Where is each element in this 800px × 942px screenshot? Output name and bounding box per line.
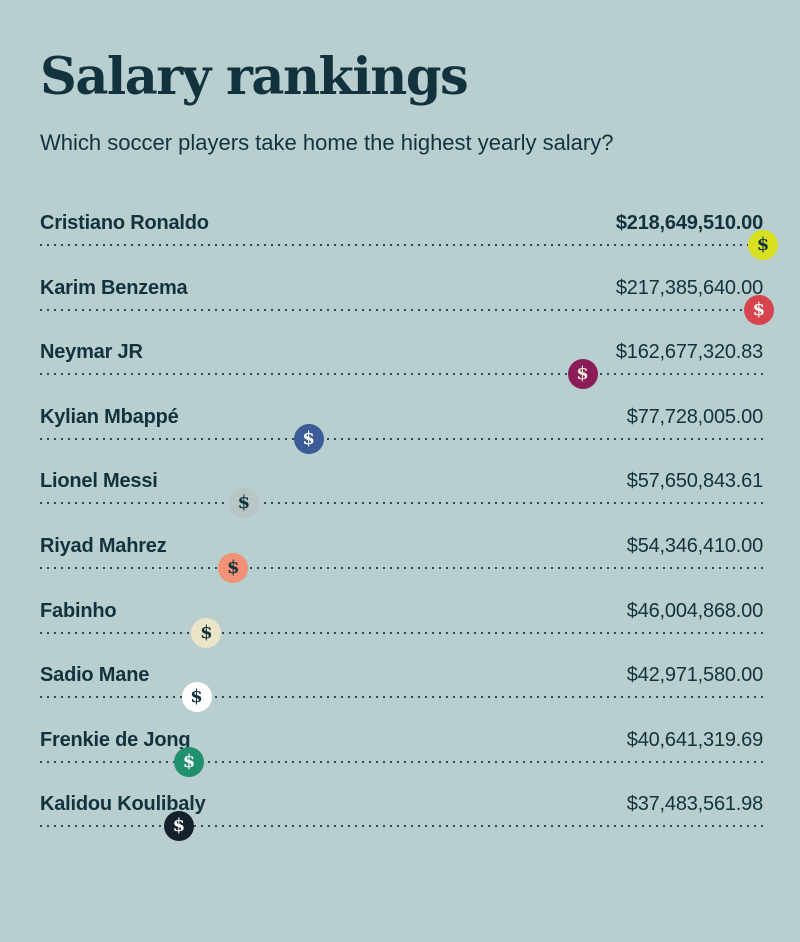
- page-title: Salary rankings: [40, 47, 469, 107]
- page-subtitle: Which soccer players take home the highe…: [40, 130, 614, 155]
- dotted-line: [40, 437, 763, 440]
- dollar-badge: $: [228, 488, 259, 519]
- dotted-line: [40, 566, 763, 569]
- dollar-icon: $: [182, 750, 196, 772]
- player-name: Sadio Mane: [40, 664, 150, 687]
- player-salary: $57,650,843.61: [626, 470, 763, 493]
- player-row: Kalidou Koulibaly $37,483,561.98 $: [40, 785, 763, 850]
- dollar-icon: $: [756, 234, 770, 255]
- player-row: Fabinho $46,004,868.00 $: [40, 592, 763, 657]
- player-row: Lionel Messi $57,650,843.61 $: [40, 462, 763, 527]
- player-salary: $162,677,320.83: [615, 341, 763, 364]
- player-name: Kalidou Koulibaly: [40, 793, 206, 816]
- player-salary: $42,971,580.00: [626, 664, 763, 687]
- player-row-header: Lionel Messi $57,650,843.61: [40, 462, 763, 492]
- dotted-line: [40, 825, 763, 828]
- player-row: Kylian Mbappé $77,728,005.00 $: [40, 398, 763, 463]
- player-row-header: Fabinho $46,004,868.00: [40, 592, 763, 622]
- player-salary: $77,728,005.00: [626, 405, 763, 428]
- dollar-icon: $: [190, 686, 203, 708]
- dotted-line: [40, 502, 763, 505]
- player-salary: $40,641,319.69: [626, 728, 763, 751]
- dollar-icon: $: [172, 815, 186, 837]
- player-row-header: Neymar JR $162,677,320.83: [40, 333, 763, 363]
- dollar-badge: $: [163, 811, 194, 842]
- ranking-list: Cristiano Ronaldo $218,649,510.00 $ Kari…: [40, 204, 778, 850]
- player-name: Fabinho: [40, 599, 117, 622]
- player-name: Lionel Messi: [40, 470, 158, 493]
- player-row-header: Frenkie de Jong $40,641,319.69: [40, 721, 763, 751]
- player-row-header: Cristiano Ronaldo $218,649,510.00: [40, 204, 763, 234]
- dollar-icon: $: [302, 427, 315, 449]
- player-name: Cristiano Ronaldo: [40, 212, 209, 234]
- player-salary: $54,346,410.00: [626, 534, 763, 557]
- dollar-badge: $: [567, 359, 598, 390]
- dotted-line: [40, 696, 763, 699]
- dollar-icon: $: [226, 556, 240, 578]
- player-row: Riyad Mahrez $54,346,410.00 $: [40, 527, 763, 592]
- player-name: Kylian Mbappé: [40, 405, 179, 428]
- player-row: Neymar JR $162,677,320.83 $: [40, 333, 763, 398]
- dollar-icon: $: [576, 363, 589, 385]
- player-salary: $37,483,561.98: [626, 793, 763, 816]
- player-row: Karim Benzema $217,385,640.00 $: [40, 269, 774, 334]
- dotted-line: [40, 308, 763, 311]
- dollar-badge: $: [218, 552, 249, 583]
- player-row-header: Riyad Mahrez $54,346,410.00: [40, 527, 763, 557]
- infographic: Salary rankings Which soccer players tak…: [0, 48, 800, 942]
- player-name: Karim Benzema: [40, 276, 188, 299]
- dotted-line: [40, 244, 763, 246]
- dollar-icon: $: [752, 298, 766, 320]
- dollar-badge: $: [191, 617, 222, 648]
- player-name: Neymar JR: [40, 341, 143, 364]
- player-name: Riyad Mahrez: [40, 534, 167, 557]
- player-row-header: Sadio Mane $42,971,580.00: [40, 656, 763, 686]
- dollar-badge: $: [181, 682, 212, 713]
- player-row: Frenkie de Jong $40,641,319.69 $: [40, 721, 763, 786]
- player-row-header: Karim Benzema $217,385,640.00: [40, 269, 763, 299]
- dotted-line: [40, 760, 763, 763]
- player-name: Frenkie de Jong: [40, 728, 191, 751]
- player-salary: $217,385,640.00: [615, 276, 763, 299]
- dollar-icon: $: [237, 492, 251, 514]
- player-salary: $218,649,510.00: [615, 212, 763, 234]
- player-row: Cristiano Ronaldo $218,649,510.00 $: [40, 204, 778, 269]
- player-row-header: Kalidou Koulibaly $37,483,561.98: [40, 785, 763, 815]
- dollar-badge: $: [743, 294, 774, 325]
- dotted-line: [40, 373, 763, 376]
- dotted-line: [40, 631, 763, 634]
- player-row-header: Kylian Mbappé $77,728,005.00: [40, 398, 763, 428]
- dollar-badge: $: [748, 230, 778, 260]
- dollar-badge: $: [293, 423, 324, 454]
- dollar-icon: $: [200, 621, 213, 643]
- player-row: Sadio Mane $42,971,580.00 $: [40, 656, 763, 721]
- dollar-badge: $: [174, 746, 205, 777]
- player-salary: $46,004,868.00: [626, 599, 763, 622]
